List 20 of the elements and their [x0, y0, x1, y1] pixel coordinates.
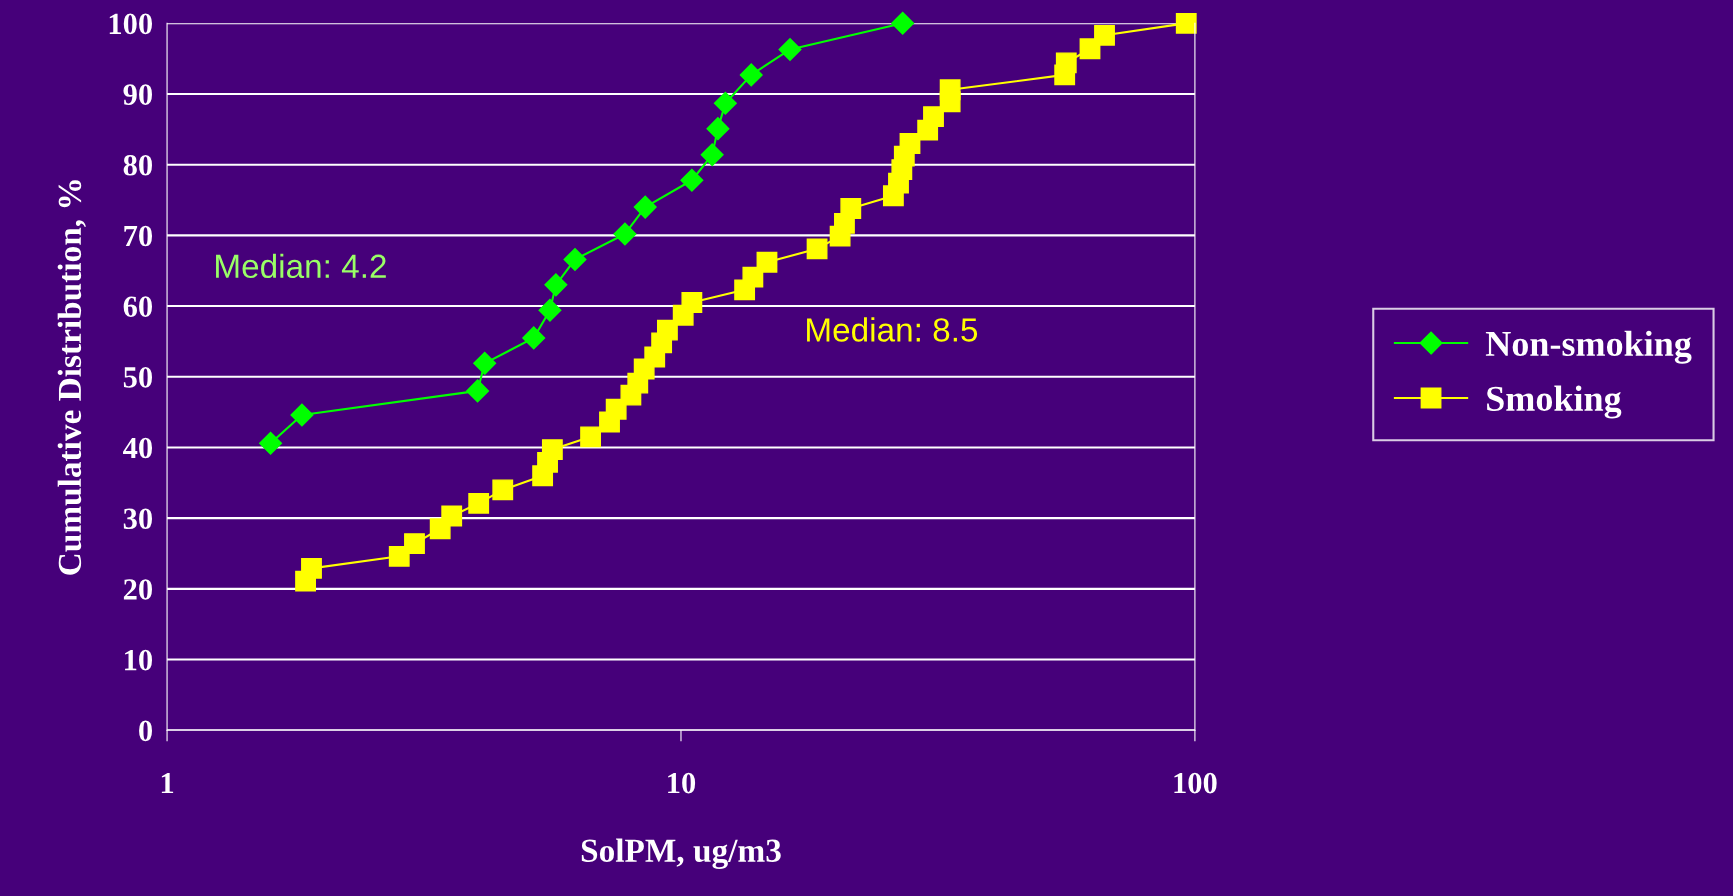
y-tick-label: 30: [123, 508, 153, 530]
x-tick-label: 100: [1174, 772, 1217, 794]
legend-label: Smoking: [1487, 385, 1622, 419]
y-tick-label: 100: [109, 13, 153, 35]
x-axis-title: SolPM, ug/m3: [581, 838, 781, 869]
y-tick-label: 70: [124, 225, 153, 247]
annotation: Median: 4.2: [216, 253, 386, 279]
legend-label: Non-smoking: [1485, 330, 1692, 364]
y-tick-label: 0: [139, 720, 153, 742]
y-axis-title: Cumulative Distribution, %: [57, 180, 86, 575]
y-tick-label: 50: [123, 367, 153, 388]
x-tick-label: 10: [668, 772, 696, 794]
y-tick-label: 10: [125, 649, 153, 671]
y-tick-label: 20: [123, 579, 153, 600]
y-tick-label: 60: [123, 296, 153, 317]
y-tick-label: 40: [123, 437, 153, 459]
y-tick-label: 90: [123, 84, 153, 105]
y-tick-label: 80: [123, 154, 153, 176]
x-tick-label: 1: [161, 772, 174, 794]
annotation: Median: 8.5: [807, 317, 978, 342]
